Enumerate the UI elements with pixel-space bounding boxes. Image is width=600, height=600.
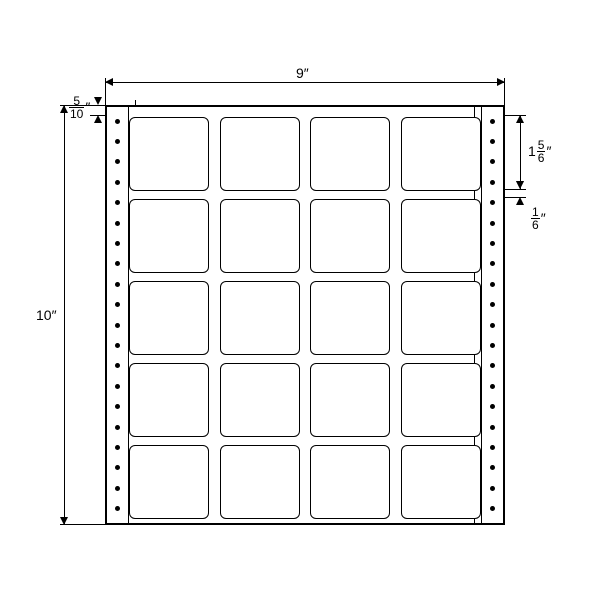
label-row: [129, 117, 481, 191]
fraction: 56: [537, 139, 546, 164]
label-cell: [220, 445, 300, 519]
sprocket-hole: [115, 200, 120, 205]
sprocket-hole: [115, 465, 120, 470]
sprocket-hole: [490, 159, 495, 164]
sprocket-hole: [115, 384, 120, 389]
sprocket-hole: [490, 404, 495, 409]
dim-overall-width-line: [105, 82, 505, 83]
sprocket-hole: [490, 445, 495, 450]
sprocket-hole: [490, 261, 495, 266]
arrow: [94, 97, 102, 105]
sprocket-hole: [490, 465, 495, 470]
label-cell: [220, 363, 300, 437]
label-row: [129, 199, 481, 273]
sprocket-hole: [115, 486, 120, 491]
sprocket-hole: [115, 343, 120, 348]
sprocket-hole: [490, 180, 495, 185]
sprocket-hole: [490, 486, 495, 491]
dim-label-height: 156″: [528, 140, 551, 165]
sprocket-hole: [115, 506, 120, 511]
sprocket-hole: [115, 139, 120, 144]
dim-overall-height: 10″: [36, 308, 57, 322]
sprocket-hole: [115, 425, 120, 430]
label-cell: [401, 281, 481, 355]
sprocket-hole: [490, 343, 495, 348]
dim-value: 10: [36, 307, 52, 323]
label-cell: [401, 199, 481, 273]
sprocket-hole: [115, 119, 120, 124]
dim-row-gap: 16″: [530, 207, 546, 232]
arrow: [516, 197, 524, 205]
diagram-canvas: 9″ 10″ 510″ 11720″ 210″ 156″ 16″: [0, 0, 600, 600]
label-row: [129, 363, 481, 437]
sprocket-hole: [490, 119, 495, 124]
dim-value: 9: [296, 65, 304, 81]
label-row: [129, 445, 481, 519]
sprocket-hole: [490, 139, 495, 144]
label-cell: [220, 199, 300, 273]
label-cell: [220, 117, 300, 191]
sprocket-hole: [490, 323, 495, 328]
label-cell: [129, 199, 209, 273]
sprocket-strip-left: [107, 107, 129, 523]
sprocket-hole: [490, 302, 495, 307]
sprocket-hole: [490, 282, 495, 287]
sprocket-hole: [490, 363, 495, 368]
sprocket-hole: [490, 221, 495, 226]
arrow: [94, 115, 102, 123]
label-cell: [401, 117, 481, 191]
label-cell: [220, 281, 300, 355]
label-cell: [310, 281, 390, 355]
label-cell: [310, 199, 390, 273]
arrow: [60, 517, 68, 525]
dim-top-margin: 510″: [68, 96, 90, 121]
sprocket-hole: [490, 384, 495, 389]
fraction: 510: [69, 95, 84, 120]
sprocket-hole: [115, 261, 120, 266]
label-area: [129, 107, 481, 523]
dim-overall-height-line: [64, 105, 65, 525]
arrow: [105, 78, 113, 86]
sprocket-hole: [115, 221, 120, 226]
dim-value: 1: [528, 143, 536, 159]
sprocket-hole: [490, 241, 495, 246]
arrow: [516, 115, 524, 123]
sprocket-hole: [115, 159, 120, 164]
label-cell: [129, 363, 209, 437]
sprocket-hole: [115, 302, 120, 307]
arrow: [497, 78, 505, 86]
fraction: 16: [531, 206, 540, 231]
sprocket-hole: [115, 180, 120, 185]
dim-label-height-line: [520, 115, 521, 189]
sprocket-hole: [490, 425, 495, 430]
arrow: [60, 105, 68, 113]
label-cell: [129, 445, 209, 519]
label-cell: [310, 445, 390, 519]
sprocket-strip-right: [481, 107, 503, 523]
label-cell: [401, 445, 481, 519]
label-cell: [310, 117, 390, 191]
label-row: [129, 281, 481, 355]
sprocket-hole: [115, 241, 120, 246]
dim-overall-width: 9″: [296, 66, 309, 80]
sprocket-hole: [115, 363, 120, 368]
label-cell: [310, 363, 390, 437]
sprocket-hole: [490, 506, 495, 511]
label-sheet: [105, 105, 505, 525]
label-cell: [129, 117, 209, 191]
sprocket-hole: [115, 445, 120, 450]
sprocket-hole: [115, 282, 120, 287]
label-cell: [129, 281, 209, 355]
arrow: [516, 181, 524, 189]
sprocket-hole: [115, 404, 120, 409]
sprocket-hole: [490, 200, 495, 205]
label-cell: [401, 363, 481, 437]
sprocket-hole: [115, 323, 120, 328]
